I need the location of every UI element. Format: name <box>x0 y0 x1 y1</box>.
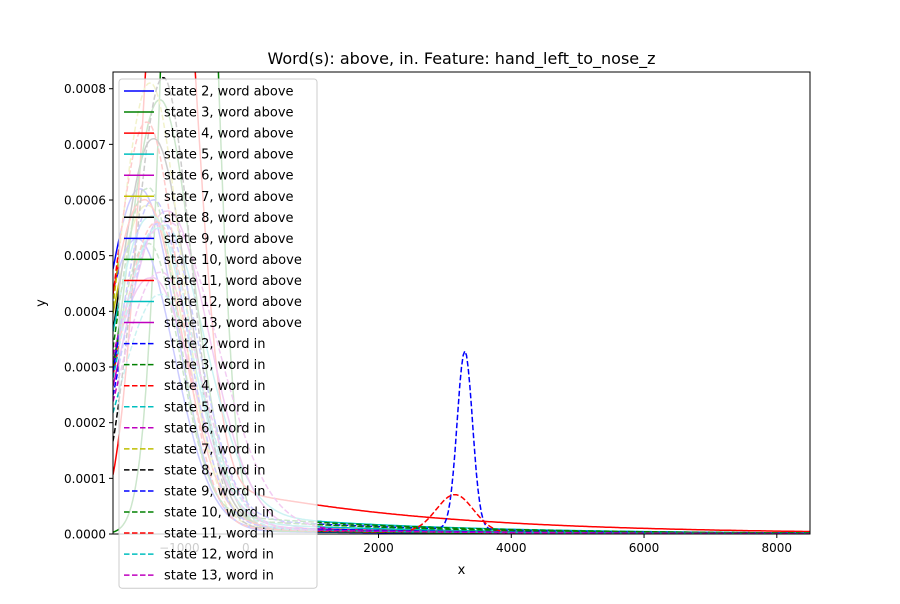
legend-label: state 11, word in <box>164 527 274 542</box>
y-axis: 0.0000 0.0001 0.0002 0.0003 0.0004 0.0005 0.00… <box>64 82 113 542</box>
legend-label: state 3, word above <box>164 106 294 121</box>
series-line-21 <box>113 187 810 534</box>
y-tick-label: 0.0004 <box>64 305 106 319</box>
legend-label: state 12, word in <box>164 548 274 563</box>
legend-label: state 5, word above <box>164 148 294 163</box>
x-axis-label: x <box>458 563 466 578</box>
y-tick-label: 0.0006 <box>64 194 106 208</box>
y-axis-label: y <box>34 299 49 307</box>
legend-label: state 10, word above <box>164 253 302 268</box>
legend-label: state 13, word above <box>164 316 302 331</box>
legend-label: state 8, word above <box>164 211 294 226</box>
legend-label: state 11, word above <box>164 274 302 289</box>
y-tick-label: 0.0003 <box>64 361 106 375</box>
y-tick-label: 0.0007 <box>64 138 106 152</box>
legend-label: state 6, word above <box>164 169 294 184</box>
legend: state 2, word above state 3, word above st… <box>118 78 318 589</box>
legend-label: state 12, word above <box>164 295 302 310</box>
y-tick-label: 0.0000 <box>64 528 106 542</box>
y-tick-label: 0.0008 <box>64 82 106 96</box>
y-tick-label: 0.0002 <box>64 416 106 430</box>
legend-label: state 2, word in <box>164 337 266 352</box>
legend-label: state 13, word in <box>164 569 274 584</box>
legend-label: state 5, word in <box>164 400 266 415</box>
legend-label: state 4, word in <box>164 379 266 394</box>
legend-label: state 7, word above <box>164 190 294 205</box>
legend-label: state 6, word in <box>164 421 266 436</box>
legend-label: state 10, word in <box>164 506 274 521</box>
legend-label: state 9, word above <box>164 232 294 247</box>
plot-frame <box>112 71 811 535</box>
legend-label: state 2, word above <box>164 85 294 100</box>
legend-box <box>118 78 318 589</box>
x-tick-label: 2000 <box>363 541 394 555</box>
y-tick-label: 0.0005 <box>64 249 106 263</box>
x-tick-label: 8000 <box>762 541 793 555</box>
legend-label: state 4, word above <box>164 127 294 142</box>
chart-title: Word(s): above, in. Feature: hand_left_t… <box>267 49 655 69</box>
legend-label: state 9, word in <box>164 484 266 499</box>
x-tick-label: 6000 <box>629 541 660 555</box>
legend-label: state 8, word in <box>164 463 266 478</box>
legend-label: state 3, word in <box>164 358 266 373</box>
y-tick-label: 0.0001 <box>64 472 106 486</box>
x-tick-label: 4000 <box>496 541 527 555</box>
legend-label: state 7, word in <box>164 442 266 457</box>
